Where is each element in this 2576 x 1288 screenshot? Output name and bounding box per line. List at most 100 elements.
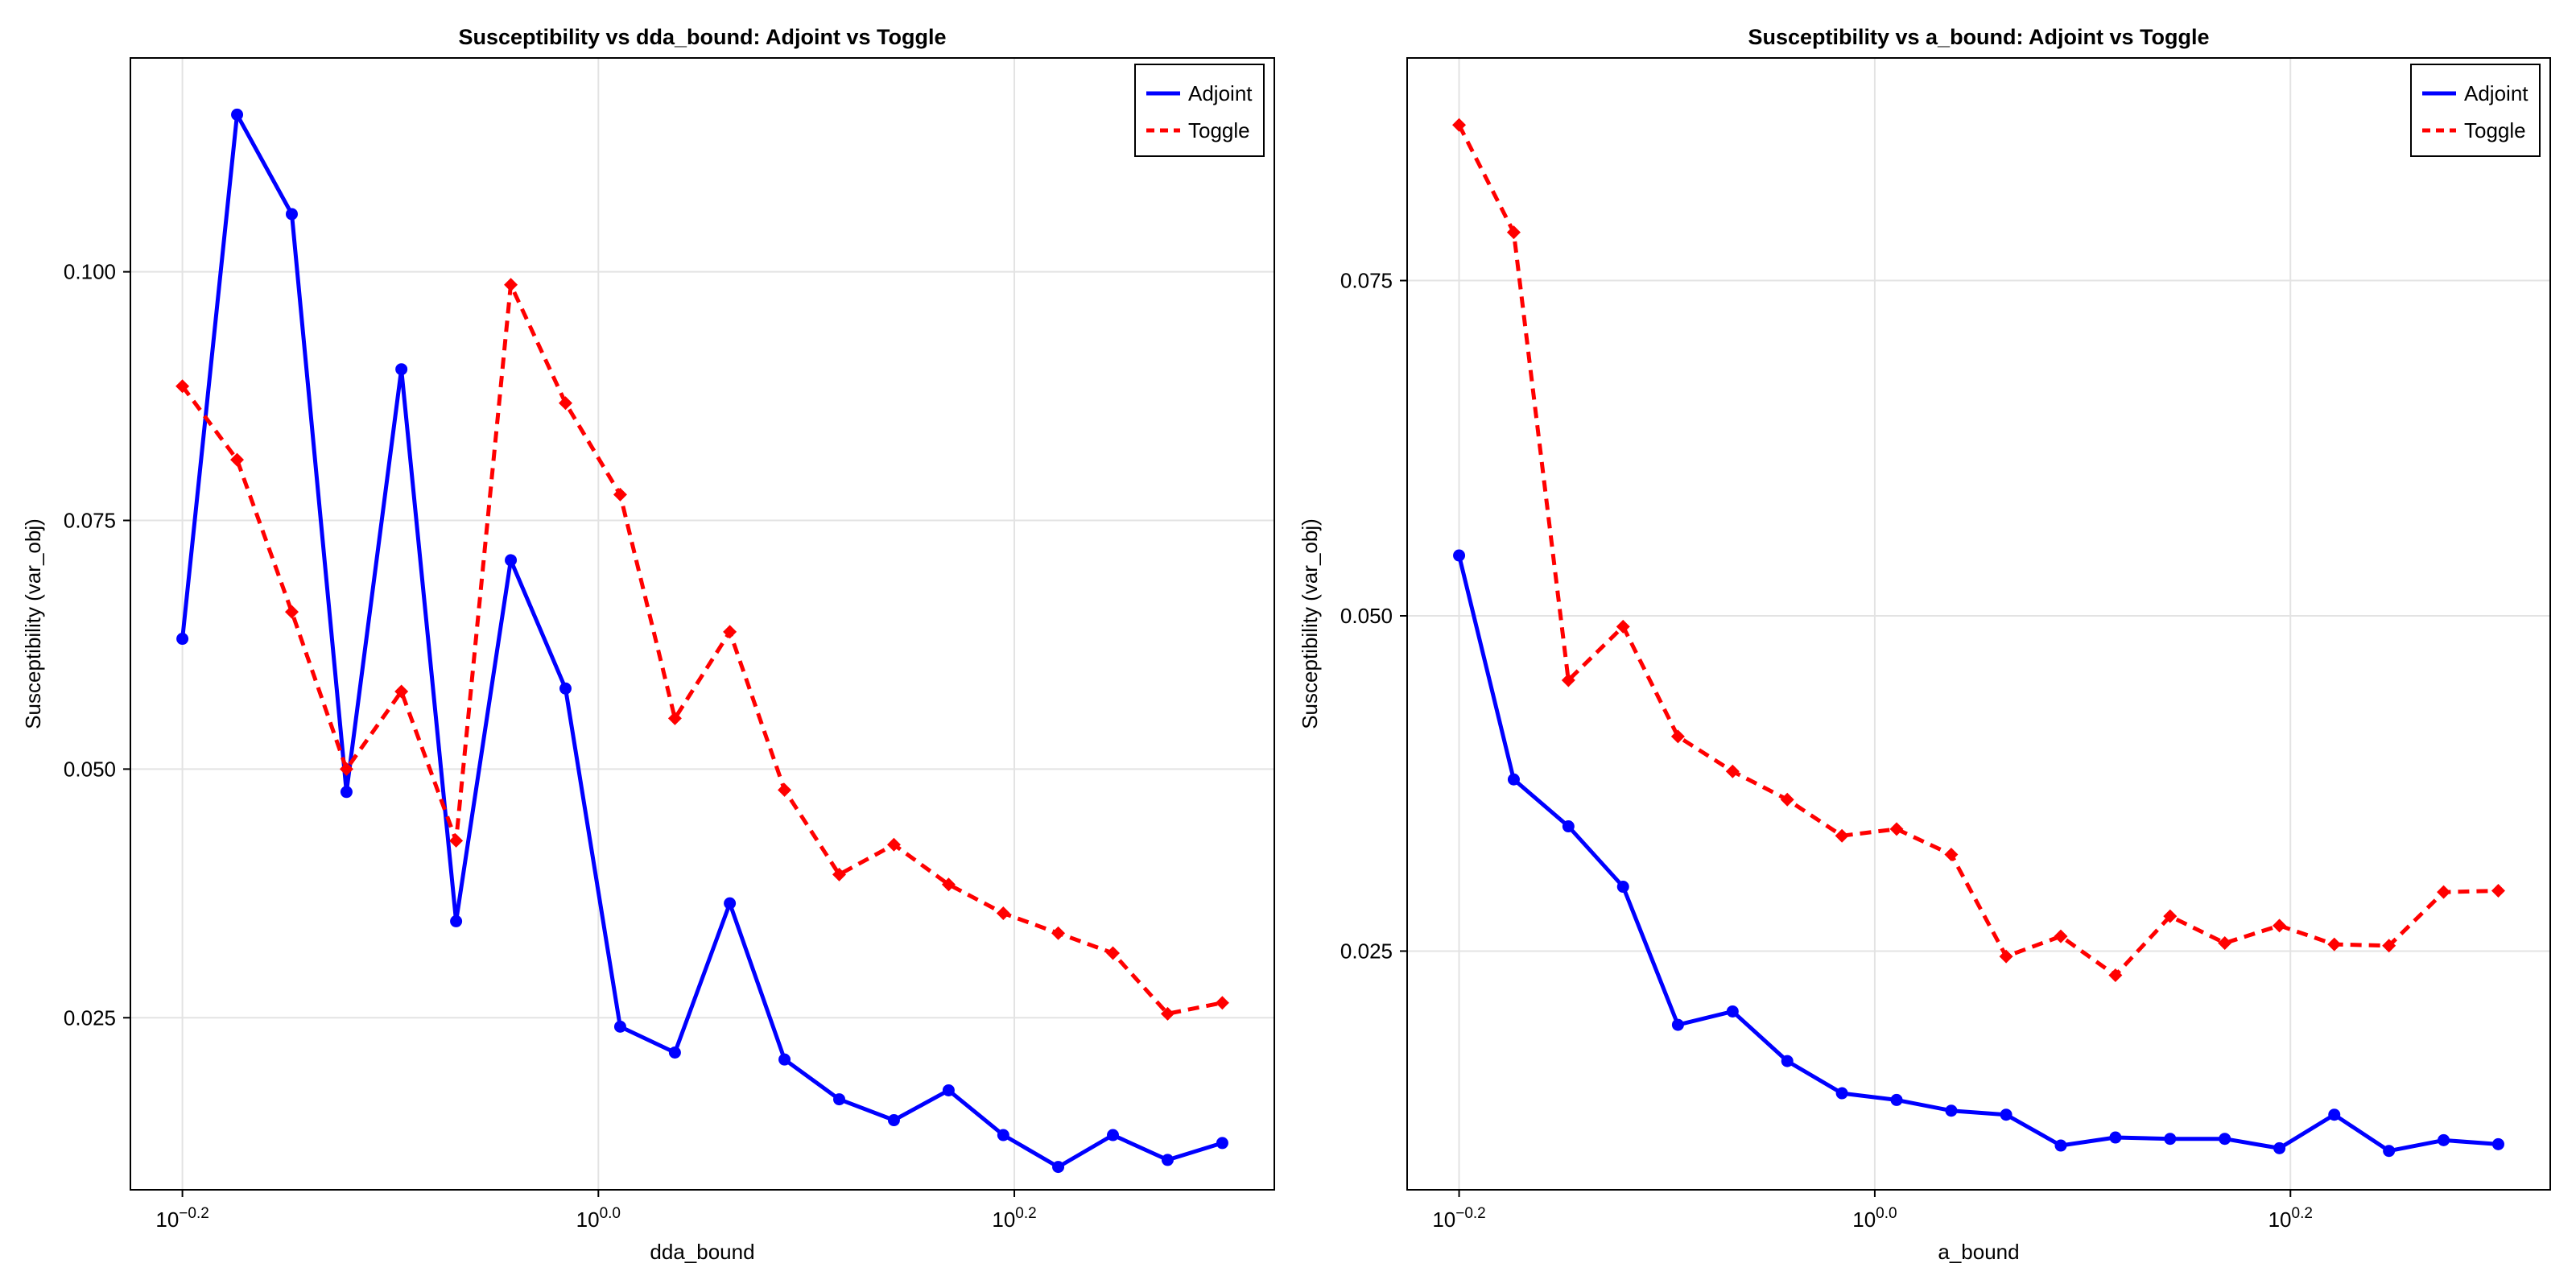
legend-label-toggle: Toggle xyxy=(1188,118,1250,142)
toggle-data-point xyxy=(394,684,409,699)
toggle-data-point xyxy=(1944,848,1959,862)
chart-title: Susceptibility vs dda_bound: Adjoint vs … xyxy=(458,25,946,49)
adjoint-data-point xyxy=(559,682,572,695)
toggle-data-point xyxy=(175,379,190,394)
toggle-data-point xyxy=(449,833,464,848)
x-axis-label: dda_bound xyxy=(650,1240,754,1264)
adjoint-data-point xyxy=(2383,1145,2396,1158)
toggle-data-point xyxy=(1106,946,1121,960)
plot-frame xyxy=(1406,57,2551,1191)
adjoint-data-point xyxy=(2054,1139,2067,1152)
chart-panel-2: 10−0.2 100.0 100.2 0.025 0.050 0.075 Susceptib… xyxy=(1298,25,2551,1264)
adjoint-data-point xyxy=(997,1129,1009,1141)
adjoint-data-point xyxy=(887,1114,900,1127)
toggle-data-point xyxy=(1780,792,1794,807)
y-axis-label: Susceptibility (var_obj) xyxy=(1298,518,1322,729)
toggle-data-point xyxy=(2218,935,2232,950)
toggle-data-point xyxy=(558,396,572,411)
adjoint-data-point xyxy=(1453,549,1466,562)
chart-panel-1: 10−0.2 100.0 100.2 0.025 0.050 0.075 0.100 Susc… xyxy=(21,25,1275,1264)
adjoint-data-point xyxy=(1671,1018,1684,1031)
y-tick-label: 0.050 xyxy=(1340,604,1393,628)
adjoint-data-point xyxy=(2219,1133,2231,1146)
adjoint-data-point xyxy=(1052,1161,1065,1174)
toggle-data-point xyxy=(2108,968,2123,982)
toggle-data-point xyxy=(2437,885,2451,899)
legend: Adjoint Toggle xyxy=(2410,64,2541,157)
y-tick-label: 0.025 xyxy=(1340,939,1393,963)
x-tick-label: 100.2 xyxy=(2268,1205,2313,1232)
adjoint-data-point xyxy=(942,1084,955,1096)
toggle-data-point xyxy=(1999,949,2013,964)
x-tick-label: 100.0 xyxy=(576,1205,621,1232)
toggle-data-point xyxy=(1561,673,1575,687)
adjoint-data-point xyxy=(285,208,298,221)
toggle-data-point xyxy=(230,452,245,467)
adjoint-data-point xyxy=(1161,1154,1174,1166)
adjoint-data-point xyxy=(2000,1108,2013,1121)
toggle-data-point xyxy=(723,625,737,639)
toggle-data-point xyxy=(1506,225,1521,240)
adjoint-data-point xyxy=(1726,1005,1739,1018)
y-tick-label: 0.025 xyxy=(64,1005,116,1030)
legend-box xyxy=(1134,64,1265,157)
adjoint-data-point xyxy=(833,1093,846,1106)
adjoint-series-line xyxy=(1457,555,2499,1154)
toggle-data-point xyxy=(1616,619,1630,634)
toggle-data-point xyxy=(2327,937,2342,952)
legend-label-adjoint: Adjoint xyxy=(1188,81,1253,105)
y-tick-label: 0.075 xyxy=(64,509,116,533)
toggle-data-point xyxy=(2491,884,2505,898)
y-tick-label: 0.100 xyxy=(64,260,116,284)
adjoint-data-point xyxy=(1835,1087,1848,1100)
x-tick-label: 10−0.2 xyxy=(1432,1205,1485,1232)
adjoint-data-point xyxy=(1507,773,1520,786)
toggle-data-point xyxy=(667,711,682,725)
adjoint-data-point xyxy=(2491,1137,2504,1150)
toggle-data-point xyxy=(996,906,1010,921)
adjoint-data-point xyxy=(1781,1055,1794,1067)
toggle-data-point xyxy=(941,877,956,892)
toggle-data-point xyxy=(284,605,299,619)
adjoint-data-point xyxy=(2164,1133,2177,1146)
toggle-data-point xyxy=(1889,822,1904,836)
y-tick-label: 0.050 xyxy=(64,757,116,781)
adjoint-data-point xyxy=(668,1046,681,1059)
adjoint-data-point xyxy=(2328,1108,2341,1121)
x-axis-label: a_bound xyxy=(1938,1240,2019,1264)
toggle-series-line xyxy=(180,283,1223,1016)
toggle-data-point xyxy=(2163,909,2178,923)
toggle-data-point xyxy=(2054,929,2068,943)
legend-box xyxy=(2410,64,2541,157)
y-tick-label: 0.075 xyxy=(1340,269,1393,293)
adjoint-data-point xyxy=(1216,1137,1228,1150)
toggle-data-point xyxy=(1452,118,1467,132)
legend-label-adjoint: Adjoint xyxy=(2464,81,2529,105)
chart-title: Susceptibility vs a_bound: Adjoint vs To… xyxy=(1748,25,2209,49)
toggle-data-point xyxy=(1215,996,1229,1010)
adjoint-data-point xyxy=(505,554,518,567)
legend-label-toggle: Toggle xyxy=(2464,118,2526,142)
toggle-data-point xyxy=(1670,729,1685,744)
x-tick-label: 10−0.2 xyxy=(155,1205,208,1232)
adjoint-data-point xyxy=(231,108,244,121)
adjoint-data-point xyxy=(2109,1131,2122,1144)
toggle-data-point xyxy=(1051,926,1066,940)
toggle-data-point xyxy=(778,782,792,797)
plot-area xyxy=(175,108,1229,1174)
adjoint-data-point xyxy=(2273,1141,2286,1154)
toggle-data-point xyxy=(1835,828,1849,843)
adjoint-data-point xyxy=(1616,881,1629,894)
adjoint-data-point xyxy=(450,914,463,927)
toggle-data-point xyxy=(832,867,847,881)
toggle-data-point xyxy=(339,762,353,776)
adjoint-data-point xyxy=(2438,1133,2450,1146)
legend: Adjoint Toggle xyxy=(1134,64,1265,157)
adjoint-data-point xyxy=(340,786,353,799)
toggle-data-point xyxy=(1160,1006,1174,1021)
toggle-data-point xyxy=(613,487,627,502)
adjoint-data-point xyxy=(176,633,189,646)
x-tick-label: 100.2 xyxy=(992,1205,1036,1232)
adjoint-data-point xyxy=(1562,820,1575,833)
